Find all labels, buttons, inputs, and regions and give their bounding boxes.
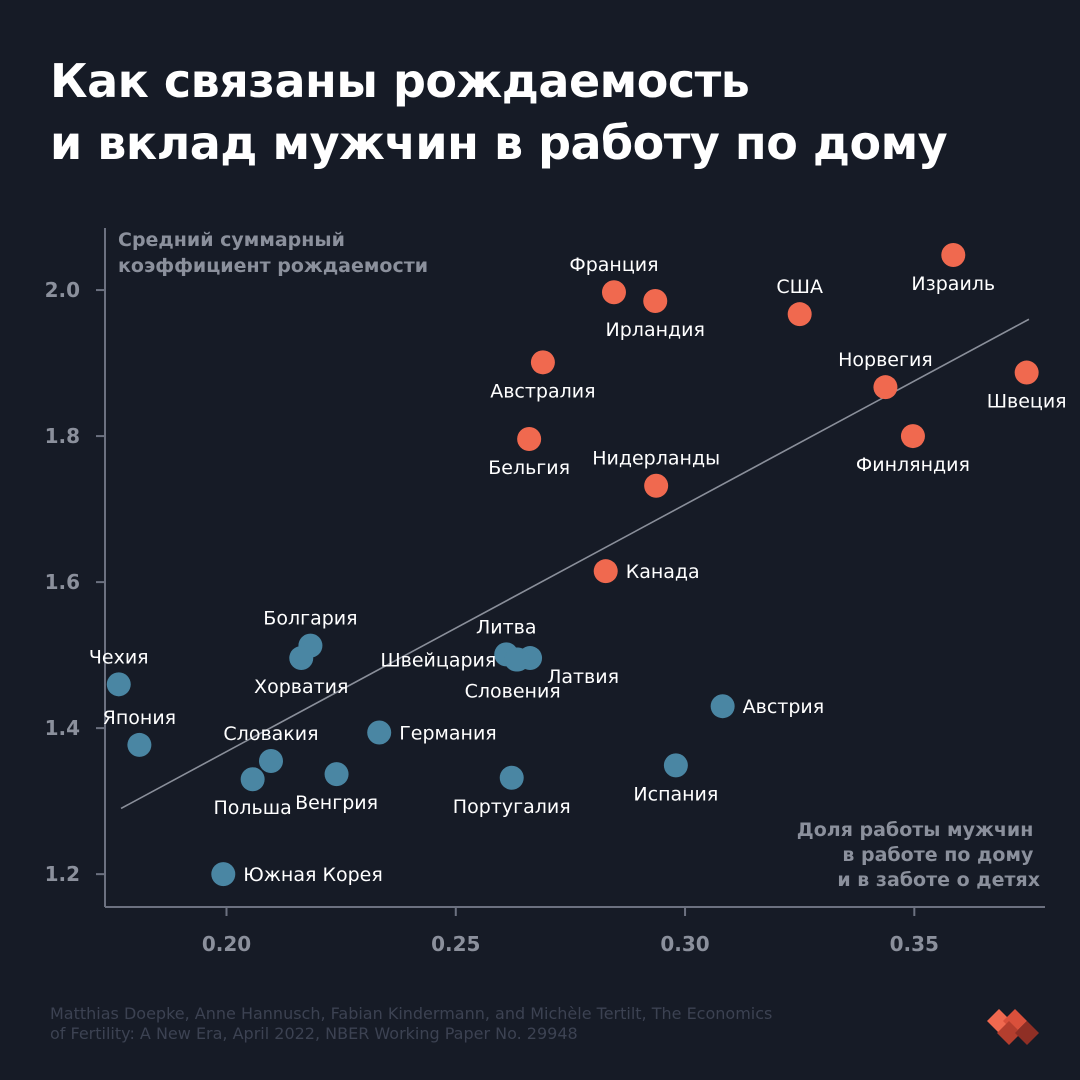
point-label: США [776,276,823,298]
data-point [710,694,735,719]
data-point [324,762,349,787]
point-label: Швейцария [380,649,496,671]
data-point [517,427,542,452]
x-tick-label: 0.30 [660,932,709,956]
point-label: Хорватия [254,676,348,698]
brand-logo-icon [987,1009,1039,1045]
y-axis-label-line-1: Средний суммарный [118,229,345,251]
point-label: Польша [214,797,292,819]
point-label: Франция [569,254,658,276]
point-label: Ирландия [606,319,705,341]
source-line-2: of Fertility: A New Era, April 2022, NBE… [50,1024,578,1043]
data-point [900,424,925,449]
source-note: Matthias Doepke, Anne Hannusch, Fabian K… [50,1004,930,1044]
data-point [593,559,618,584]
point-label: Болгария [263,608,357,630]
data-point [240,767,265,792]
data-point [258,748,283,773]
point-label: Швеция [987,391,1067,413]
point-label: Финляндия [856,454,970,476]
data-point [1014,360,1039,385]
point-label: Литва [476,616,537,638]
x-tick-label: 0.35 [890,932,939,956]
data-point [127,732,152,757]
point-label: Венгрия [295,792,378,814]
y-axis-label: Средний суммарный коэффициент рождаемост… [118,229,428,277]
data-points [106,243,1039,887]
data-point [289,646,314,671]
x-tick-label: 0.20 [202,932,251,956]
point-label: Словения [465,680,561,702]
title-line-1: Как связаны рождаемость [50,54,750,108]
data-point [211,862,236,887]
data-point [663,753,688,778]
data-point [601,280,626,305]
data-point [505,647,530,672]
point-label: Словакия [223,723,318,745]
x-axis-label-line-1: Доля работы мужчин [797,819,1034,841]
data-point [106,672,131,697]
y-tick-label: 1.2 [45,862,80,886]
point-label: Норвегия [838,349,933,371]
y-tick-label: 1.4 [45,716,80,740]
y-tick-label: 1.8 [45,424,80,448]
point-label: Япония [103,707,176,729]
point-label: Австрия [743,696,825,718]
point-label: Канада [626,561,700,583]
data-point [873,375,898,400]
data-point [644,473,669,498]
x-axis-label-line-3: и в заботе о детях [837,869,1040,891]
data-point [643,289,668,314]
point-labels: Израиль Франция Ирландия США Австралия Норвег… [89,254,1067,886]
x-tick-label: 0.25 [431,932,480,956]
point-label: Испания [633,783,718,805]
point-label: Чехия [89,646,149,668]
y-tick-label: 1.6 [45,570,80,594]
point-label: Германия [399,723,497,745]
point-label: Португалия [453,796,571,818]
title-line-2: и вклад мужчин в работу по дому [50,116,948,170]
data-point [499,765,524,790]
point-label: Бельгия [488,457,570,479]
x-axis-label: Доля работы мужчин в работе по дому и в … [797,819,1040,891]
data-point [941,243,966,268]
point-label: Латвия [547,666,619,688]
point-label: Южная Корея [243,864,382,886]
axis-ticks: 0.20 0.25 0.30 0.35 1.2 1.4 1.6 1.8 2.0 [45,278,939,956]
data-point [367,720,392,745]
x-axis-label-line-2: в работе по дому [842,844,1034,866]
point-label: Австралия [490,380,595,402]
point-label: Нидерланды [592,448,720,470]
page-title: Как связаны рождаемость и вклад мужчин в… [50,50,1050,174]
data-point [787,302,812,327]
trend-line [120,318,1030,810]
y-tick-label: 2.0 [45,278,80,302]
point-label: Израиль [911,273,995,295]
data-point [530,350,555,375]
y-axis-label-line-2: коэффициент рождаемости [118,255,428,277]
source-line-1: Matthias Doepke, Anne Hannusch, Fabian K… [50,1004,773,1023]
